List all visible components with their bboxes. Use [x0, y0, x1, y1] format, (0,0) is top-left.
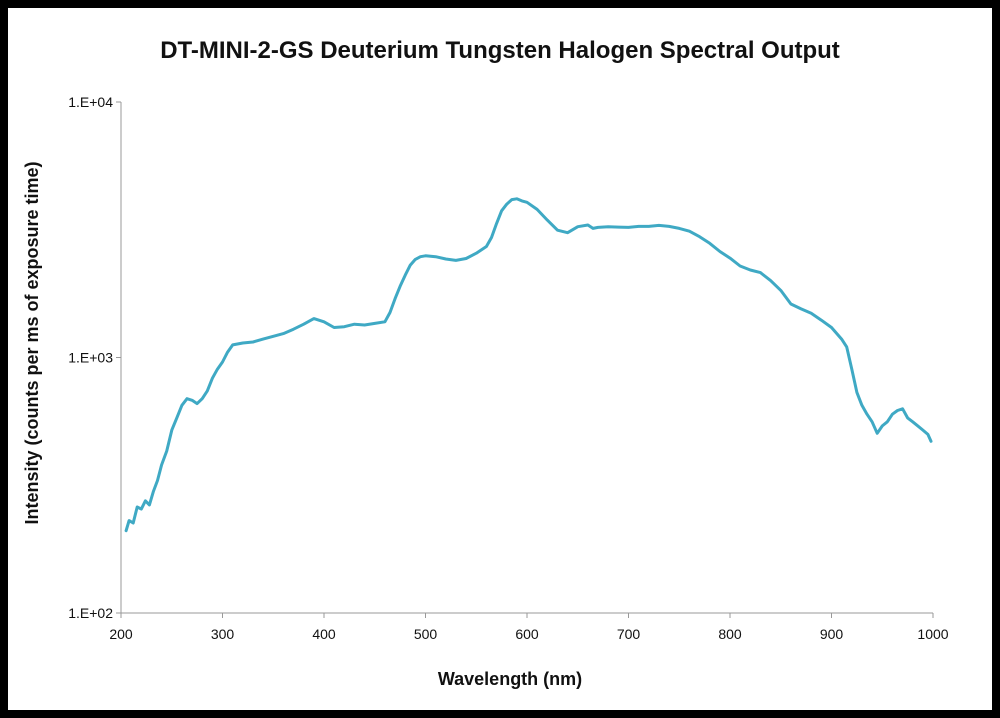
- x-tick-label: 600: [515, 626, 539, 642]
- x-tick-label: 900: [820, 626, 844, 642]
- x-tick-label: 1000: [917, 626, 948, 642]
- plot-area: [124, 197, 933, 533]
- x-axis-label: Wavelength (nm): [438, 669, 582, 689]
- series-line: [124, 197, 933, 533]
- y-tick-label: 1.E+02: [68, 605, 113, 621]
- x-tick-label: 400: [312, 626, 336, 642]
- spectral-output-chart: DT-MINI-2-GS Deuterium Tungsten Halogen …: [22, 37, 949, 689]
- chart-frame: DT-MINI-2-GS Deuterium Tungsten Halogen …: [8, 8, 992, 710]
- x-tick-label: 200: [109, 626, 133, 642]
- axes: [116, 101, 934, 618]
- chart-title: DT-MINI-2-GS Deuterium Tungsten Halogen …: [160, 37, 840, 64]
- x-tick-label: 800: [718, 626, 742, 642]
- y-tick-label: 1.E+03: [68, 350, 113, 366]
- y-axis-label: Intensity (counts per ms of exposure tim…: [22, 161, 42, 524]
- tick-labels: 1.E+02 1.E+03 1.E+04 200 300 400 500 600 700 800 9…: [68, 94, 949, 642]
- x-tick-label: 700: [617, 626, 641, 642]
- x-tick-label: 300: [211, 626, 235, 642]
- x-tick-label: 500: [414, 626, 438, 642]
- y-tick-label: 1.E+04: [68, 94, 113, 110]
